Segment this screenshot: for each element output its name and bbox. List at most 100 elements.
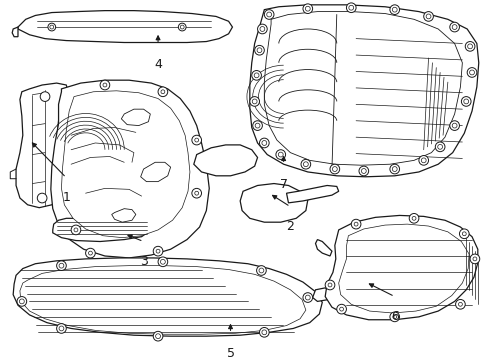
Polygon shape xyxy=(53,218,151,242)
Circle shape xyxy=(278,152,283,157)
Text: 7: 7 xyxy=(280,178,288,191)
Circle shape xyxy=(160,259,165,264)
Circle shape xyxy=(250,96,260,106)
Circle shape xyxy=(303,293,313,302)
Circle shape xyxy=(438,144,442,149)
Circle shape xyxy=(452,123,457,128)
Circle shape xyxy=(470,254,480,264)
Circle shape xyxy=(450,22,460,32)
Circle shape xyxy=(156,249,160,253)
Circle shape xyxy=(473,257,477,261)
Circle shape xyxy=(301,159,311,169)
Circle shape xyxy=(305,6,310,11)
Polygon shape xyxy=(51,80,209,258)
Circle shape xyxy=(259,268,264,273)
Circle shape xyxy=(328,283,332,287)
Circle shape xyxy=(390,5,399,14)
Circle shape xyxy=(192,135,201,145)
Circle shape xyxy=(390,312,399,322)
Polygon shape xyxy=(287,185,339,203)
Circle shape xyxy=(254,73,259,78)
Text: 1: 1 xyxy=(62,191,70,204)
Circle shape xyxy=(426,14,431,19)
Polygon shape xyxy=(325,215,478,320)
Circle shape xyxy=(412,216,416,220)
Circle shape xyxy=(192,188,201,198)
Circle shape xyxy=(59,263,64,268)
Circle shape xyxy=(464,99,468,104)
Text: 6: 6 xyxy=(391,310,399,323)
Circle shape xyxy=(325,280,335,290)
Circle shape xyxy=(103,83,107,87)
Polygon shape xyxy=(141,162,171,181)
Circle shape xyxy=(89,251,93,255)
Circle shape xyxy=(419,156,429,165)
Circle shape xyxy=(180,25,184,29)
Circle shape xyxy=(332,167,337,171)
Circle shape xyxy=(351,219,361,229)
Text: 4: 4 xyxy=(154,58,162,71)
Circle shape xyxy=(262,330,267,335)
Polygon shape xyxy=(112,209,136,222)
Circle shape xyxy=(158,87,168,96)
Circle shape xyxy=(260,328,269,337)
Polygon shape xyxy=(264,12,463,165)
Circle shape xyxy=(195,138,198,142)
Circle shape xyxy=(452,24,457,30)
Polygon shape xyxy=(13,258,322,336)
Polygon shape xyxy=(12,27,18,37)
Circle shape xyxy=(459,302,463,306)
Polygon shape xyxy=(313,288,332,301)
Text: 3: 3 xyxy=(140,255,147,268)
Circle shape xyxy=(59,326,64,331)
Circle shape xyxy=(258,24,267,34)
Circle shape xyxy=(462,96,471,106)
Circle shape xyxy=(40,92,50,102)
Circle shape xyxy=(158,257,168,267)
Circle shape xyxy=(48,23,56,31)
Circle shape xyxy=(305,295,310,300)
Circle shape xyxy=(156,334,160,339)
Circle shape xyxy=(354,222,358,226)
Circle shape xyxy=(303,162,308,167)
Text: 2: 2 xyxy=(287,220,294,233)
Circle shape xyxy=(57,324,66,333)
Circle shape xyxy=(393,315,397,319)
Circle shape xyxy=(71,225,81,235)
Circle shape xyxy=(392,7,397,12)
Circle shape xyxy=(50,25,54,29)
Circle shape xyxy=(450,121,460,130)
Circle shape xyxy=(276,150,286,159)
Circle shape xyxy=(463,232,466,236)
Circle shape xyxy=(195,191,198,195)
Circle shape xyxy=(465,41,475,51)
Circle shape xyxy=(57,261,66,270)
Circle shape xyxy=(392,167,397,171)
Circle shape xyxy=(100,80,110,90)
Circle shape xyxy=(267,12,271,17)
Circle shape xyxy=(257,48,262,53)
Polygon shape xyxy=(240,184,308,222)
Polygon shape xyxy=(61,91,190,238)
Circle shape xyxy=(359,166,368,176)
Polygon shape xyxy=(18,11,232,42)
Circle shape xyxy=(330,164,340,174)
Circle shape xyxy=(460,229,469,239)
Circle shape xyxy=(262,140,267,145)
Circle shape xyxy=(467,44,472,49)
Circle shape xyxy=(37,193,47,203)
Circle shape xyxy=(469,70,474,75)
Circle shape xyxy=(178,23,186,31)
Circle shape xyxy=(17,297,26,306)
Circle shape xyxy=(264,10,274,19)
Circle shape xyxy=(260,27,265,31)
Circle shape xyxy=(362,168,366,174)
Circle shape xyxy=(253,121,262,130)
Circle shape xyxy=(161,90,165,94)
Circle shape xyxy=(421,158,426,163)
Circle shape xyxy=(255,123,260,128)
Circle shape xyxy=(390,164,399,174)
Circle shape xyxy=(20,299,25,304)
Circle shape xyxy=(467,68,477,77)
Polygon shape xyxy=(122,109,150,126)
